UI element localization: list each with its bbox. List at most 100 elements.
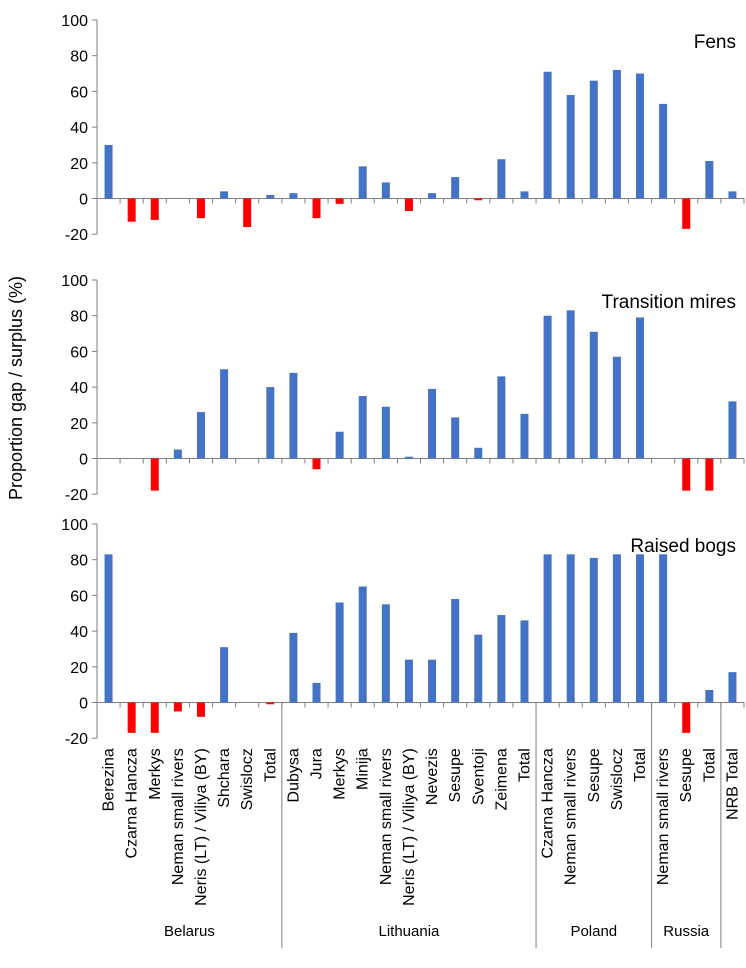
bar [127, 702, 136, 733]
bar [682, 702, 691, 733]
bar [612, 356, 621, 459]
bar [566, 94, 575, 199]
bar [705, 161, 714, 199]
bar [173, 449, 182, 459]
bar [358, 586, 367, 703]
bar [312, 198, 321, 219]
category-label: Sesupe [678, 748, 695, 802]
bar [520, 191, 529, 199]
bar [728, 672, 737, 703]
category-label: Minija [355, 748, 372, 790]
category-label: Dubysa [285, 748, 302, 802]
bar [520, 620, 529, 703]
category-label: Neman small rivers [655, 748, 672, 885]
bar [196, 412, 205, 459]
bar [659, 554, 668, 703]
bar [335, 602, 344, 703]
bar [728, 191, 737, 199]
bar [127, 198, 136, 222]
bar [335, 431, 344, 459]
category-label: NRB Total [724, 748, 741, 820]
bar [289, 632, 298, 703]
category-label: Sventoji [470, 748, 487, 805]
bar [659, 103, 668, 199]
bar [335, 198, 344, 204]
bar [497, 615, 506, 703]
bar [520, 413, 529, 459]
category-label: Total [701, 748, 718, 782]
bar [589, 557, 598, 703]
bar [266, 387, 275, 459]
panel-title: Transition mires [602, 292, 736, 313]
y-axis-label: Proportion gap / surplus (%) [6, 276, 26, 500]
group-label: Lithuania [379, 923, 441, 940]
y-tick-label: -20 [65, 227, 88, 244]
bar [358, 166, 367, 199]
bar [612, 69, 621, 199]
category-label: Total [632, 748, 649, 782]
group-label: Russia [663, 923, 710, 940]
bar [266, 194, 275, 199]
bar [289, 193, 298, 199]
bar [150, 198, 159, 220]
panel-3: -20 0 20 40 60 80 100 Raised bogs [61, 517, 745, 748]
bar [404, 198, 413, 211]
bar [150, 458, 159, 491]
bar [451, 177, 460, 199]
y-tick-label: 100 [61, 517, 88, 534]
group-label: Poland [570, 923, 617, 940]
bar [428, 193, 437, 199]
bar [566, 310, 575, 459]
bar [566, 554, 575, 703]
y-tick-label: 60 [70, 84, 88, 101]
bar [381, 406, 390, 459]
bar [474, 198, 483, 201]
bar [381, 604, 390, 703]
y-tick-label: 40 [70, 624, 88, 641]
category-label: Czarna Hancza [124, 748, 141, 858]
bar [451, 417, 460, 459]
category-label: Merkys [332, 748, 349, 800]
y-tick-label: 0 [79, 452, 88, 469]
category-label: Neman small rivers [378, 748, 395, 885]
bar [220, 191, 229, 199]
bar [312, 458, 321, 470]
category-label: Merkys [147, 748, 164, 800]
bar [682, 198, 691, 229]
bar [312, 682, 321, 703]
category-label: Total [516, 748, 533, 782]
bar [705, 690, 714, 703]
y-tick-label: 40 [70, 120, 88, 137]
bar [451, 598, 460, 703]
group-labels: Belarus Lithuania Poland Russia [164, 702, 722, 948]
y-tick-label: 80 [70, 553, 88, 570]
y-tick-label: 20 [70, 660, 88, 677]
bar [612, 554, 621, 703]
y-tick-label: 60 [70, 344, 88, 361]
y-tick-label: 20 [70, 416, 88, 433]
y-tick-label: 80 [70, 309, 88, 326]
bar [266, 702, 275, 705]
bar [497, 159, 506, 199]
y-tick-label: 0 [79, 192, 88, 209]
bar [682, 458, 691, 491]
bar [705, 458, 714, 491]
y-tick-label: -20 [65, 731, 88, 748]
bar [543, 554, 552, 703]
category-label: Neris (LT) / Viliya (BY) [401, 748, 418, 906]
bar [636, 554, 645, 703]
panel-1: -20 0 20 40 60 80 100 Fens [61, 13, 745, 244]
bar [289, 372, 298, 459]
bar [220, 369, 229, 459]
y-tick-label: 80 [70, 49, 88, 66]
bar [404, 456, 413, 459]
category-label: Sesupe [447, 748, 464, 802]
bar [636, 73, 645, 199]
category-label: Total [262, 748, 279, 782]
category-label: Neman small rivers [170, 748, 187, 885]
bar [150, 702, 159, 733]
bar [104, 144, 113, 199]
category-label: Sesupe [586, 748, 603, 802]
